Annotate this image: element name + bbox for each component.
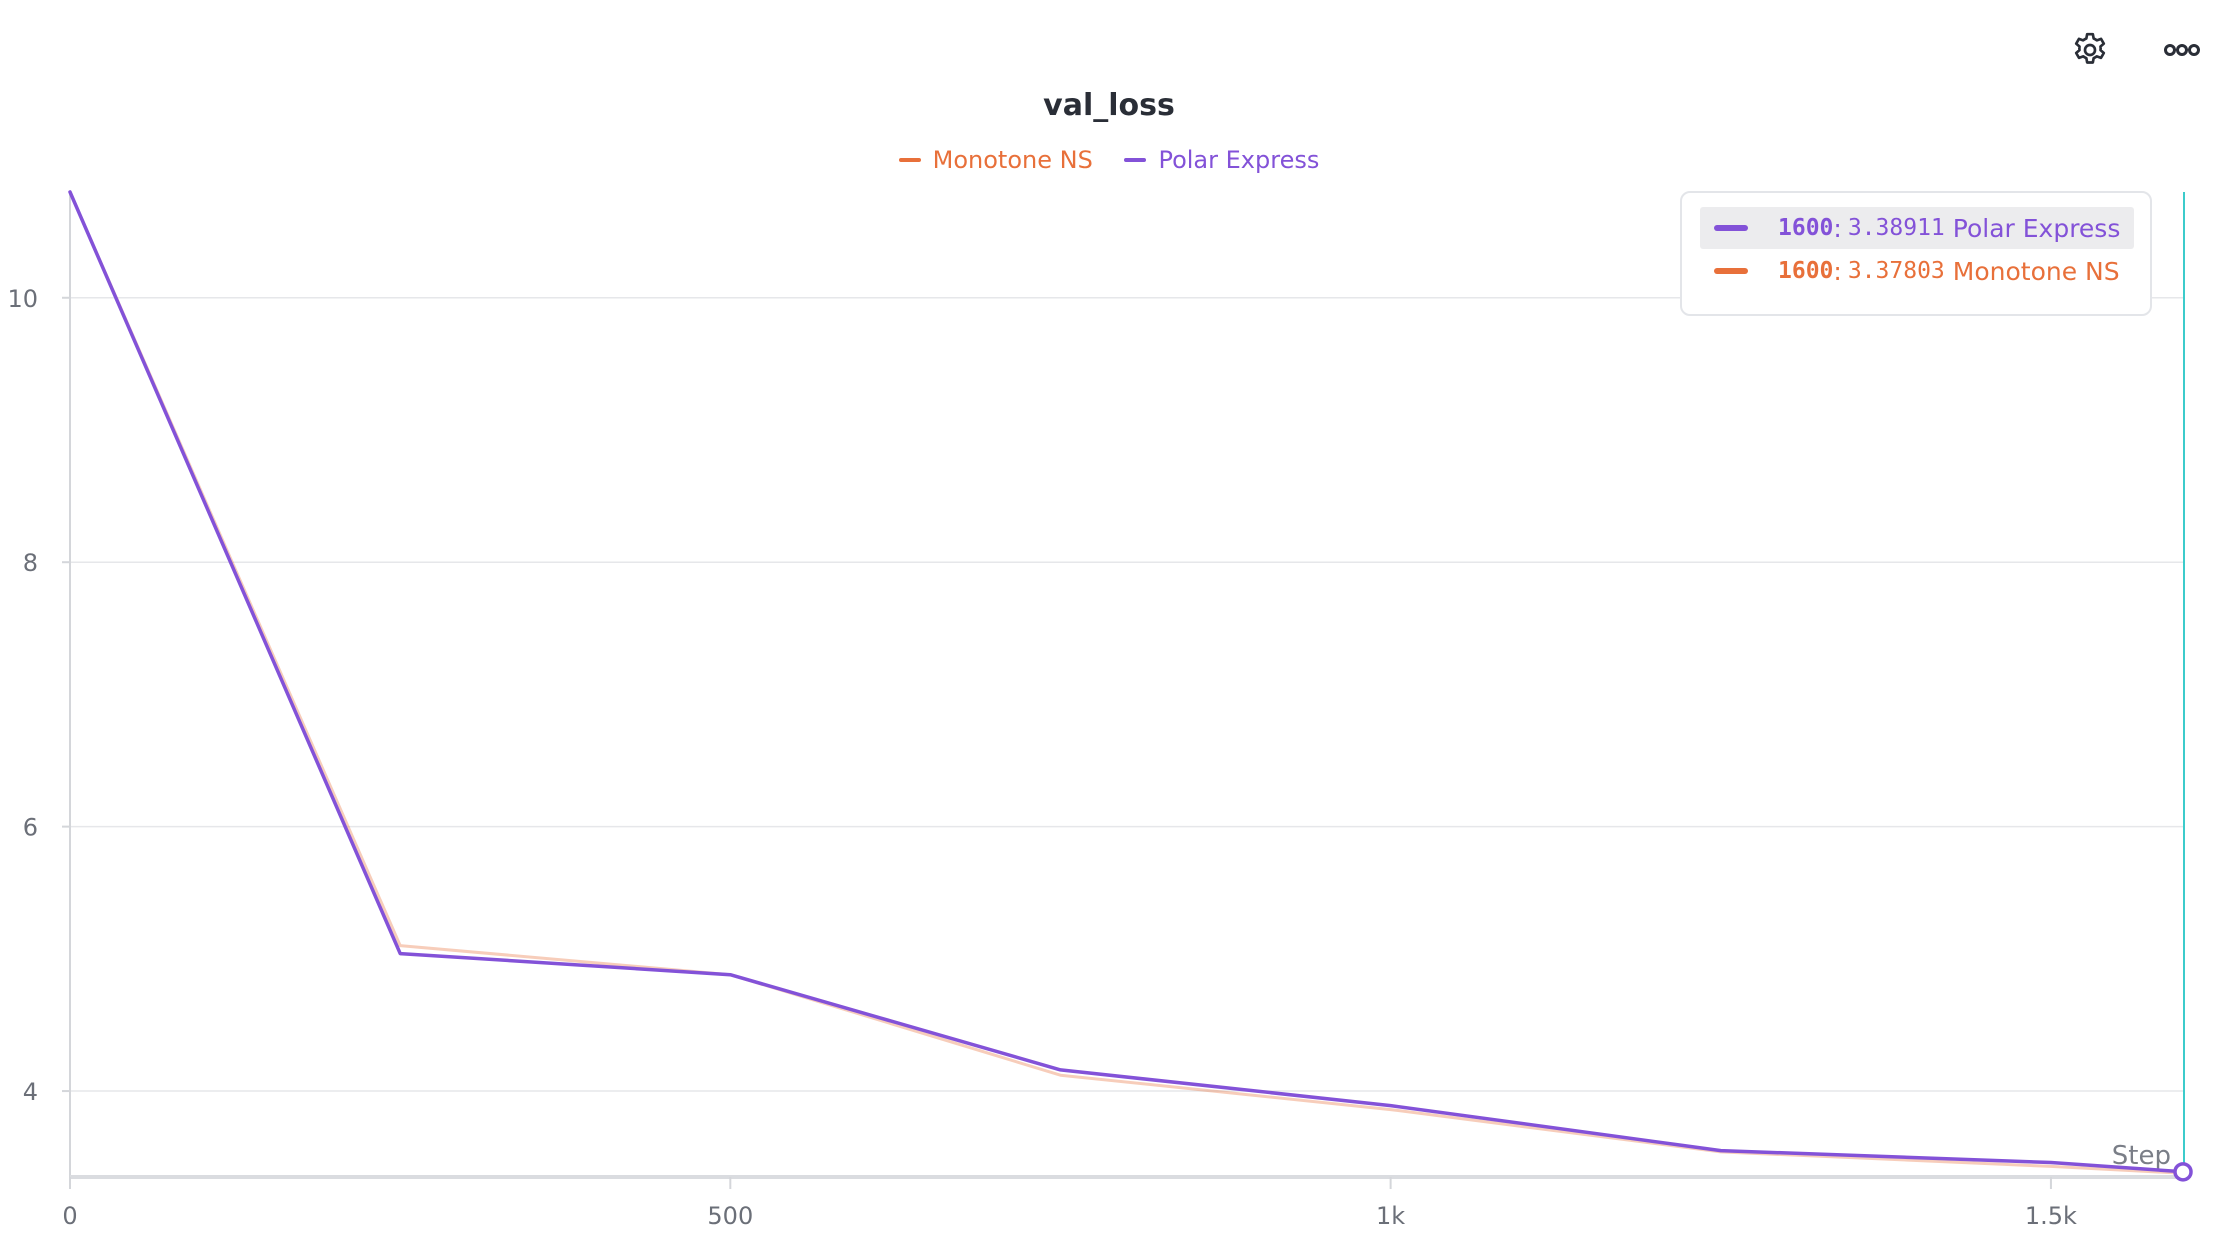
tooltip-value: 3.38911 xyxy=(1847,215,1945,241)
x-tick-label: 1.5k xyxy=(2025,1202,2077,1230)
x-tick-label: 1k xyxy=(1376,1202,1405,1230)
legend-item-monotone-ns[interactable]: Monotone NS xyxy=(898,146,1093,174)
tooltip-series: Polar Express xyxy=(1952,213,2121,243)
series-line-monotone-ns xyxy=(68,190,2185,1175)
tooltip-step: 1600 xyxy=(1778,258,1834,284)
legend-swatch xyxy=(898,158,921,162)
x-tick-label: 500 xyxy=(707,1202,753,1230)
chart-legend: Monotone NS Polar Express xyxy=(0,140,2218,174)
y-tick-label: 4 xyxy=(23,1078,38,1106)
hover-point-marker xyxy=(2173,1162,2193,1182)
tooltip-colon: : xyxy=(1833,256,1842,286)
tooltip-row-polar-express: 1600 : 3.38911 Polar Express xyxy=(1700,207,2134,249)
ellipsis-icon[interactable] xyxy=(2158,30,2206,70)
tooltip-swatch xyxy=(1714,268,1748,274)
legend-item-polar-express[interactable]: Polar Express xyxy=(1124,146,1319,174)
legend-swatch xyxy=(1124,158,1147,162)
legend-label: Polar Express xyxy=(1158,146,1320,174)
tooltip-series: Monotone NS xyxy=(1952,256,2120,286)
tooltip-colon: : xyxy=(1833,213,1842,243)
series-line-polar-express xyxy=(68,190,2185,1174)
hover-tooltip: 1600 : 3.38911 Polar Express 1600 : 3.37… xyxy=(1680,191,2152,316)
tooltip-value: 3.37803 xyxy=(1847,258,1945,284)
gear-icon[interactable] xyxy=(2070,30,2110,70)
y-tick-label: 10 xyxy=(7,285,38,313)
legend-label: Monotone NS xyxy=(932,146,1093,174)
x-tick-label: 0 xyxy=(62,1202,77,1230)
y-tick-label: 6 xyxy=(23,814,38,842)
tooltip-step: 1600 xyxy=(1778,215,1834,241)
y-tick-label: 8 xyxy=(23,549,38,577)
chart-title: val_loss xyxy=(1043,88,1175,123)
tooltip-swatch xyxy=(1714,225,1748,231)
tooltip-row-monotone-ns: 1600 : 3.37803 Monotone NS xyxy=(1700,250,2134,292)
